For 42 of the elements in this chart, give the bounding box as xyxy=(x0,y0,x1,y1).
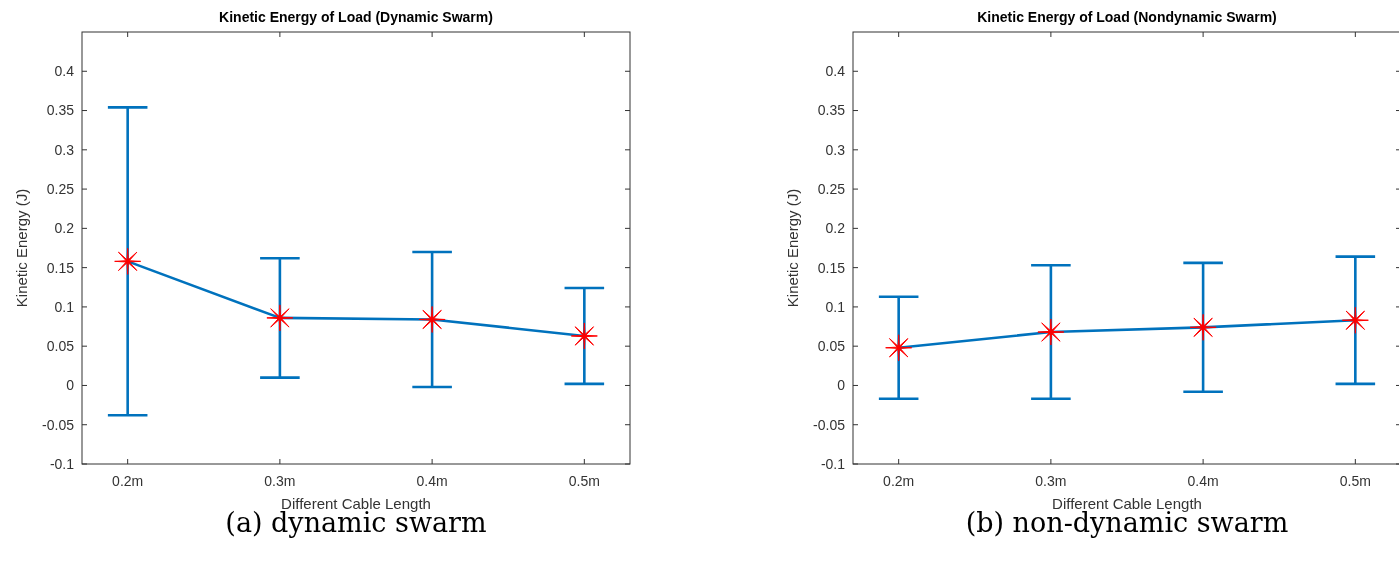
y-tick-label: 0 xyxy=(66,377,75,394)
point xyxy=(266,304,294,332)
y-axis-title: Kinetic Energy (J) xyxy=(13,188,30,308)
y-tick-label: 0.2 xyxy=(54,220,75,237)
y-tick-label: -0.05 xyxy=(42,416,75,433)
y-tick-label: -0.05 xyxy=(813,416,846,433)
y-tick-label: 0.35 xyxy=(817,102,846,119)
x-tick-label: 0.2m xyxy=(112,473,144,489)
x-tick-label: 0.5m xyxy=(1339,473,1371,489)
x-tick-label: 0.3m xyxy=(1035,473,1067,489)
x-tick-label: 0.4m xyxy=(416,473,448,489)
y-tick-label: -0.1 xyxy=(820,455,846,472)
chart-title: Kinetic Energy of Load (Nondynamic Swarm) xyxy=(977,9,1277,25)
point xyxy=(418,305,446,333)
y-tick-label: -0.1 xyxy=(49,455,75,472)
y-tick-label: 0.15 xyxy=(817,259,846,276)
y-tick-label: 0 xyxy=(837,377,846,394)
y-tick-label: 0.4 xyxy=(825,63,846,80)
x-tick-label: 0.3m xyxy=(264,473,296,489)
point xyxy=(1189,313,1217,341)
y-tick-label: 0.3 xyxy=(54,141,75,158)
point xyxy=(1341,306,1369,334)
y-tick-label: 0.3 xyxy=(825,141,846,158)
y-tick-label: 0.1 xyxy=(54,298,75,315)
point xyxy=(114,247,142,275)
x-tick-label: 0.4m xyxy=(1187,473,1219,489)
x-tick-label: 0.5m xyxy=(568,473,600,489)
y-tick-label: 0.35 xyxy=(46,102,75,119)
y-tick-label: 0.2 xyxy=(825,220,846,237)
chart-title: Kinetic Energy of Load (Dynamic Swarm) xyxy=(219,9,493,25)
y-tick-label: 0.25 xyxy=(817,180,846,197)
y-tick-label: 0.25 xyxy=(46,180,75,197)
y-axis-title: Kinetic Energy (J) xyxy=(784,188,801,308)
x-tick-label: 0.2m xyxy=(883,473,915,489)
point xyxy=(1037,318,1065,346)
point xyxy=(570,322,598,350)
y-tick-label: 0.1 xyxy=(825,298,846,315)
y-tick-label: 0.4 xyxy=(54,63,75,80)
y-tick-label: 0.15 xyxy=(46,259,75,276)
y-tick-label: 0.05 xyxy=(46,338,75,355)
y-tick-label: 0.05 xyxy=(817,338,846,355)
point xyxy=(885,334,913,362)
